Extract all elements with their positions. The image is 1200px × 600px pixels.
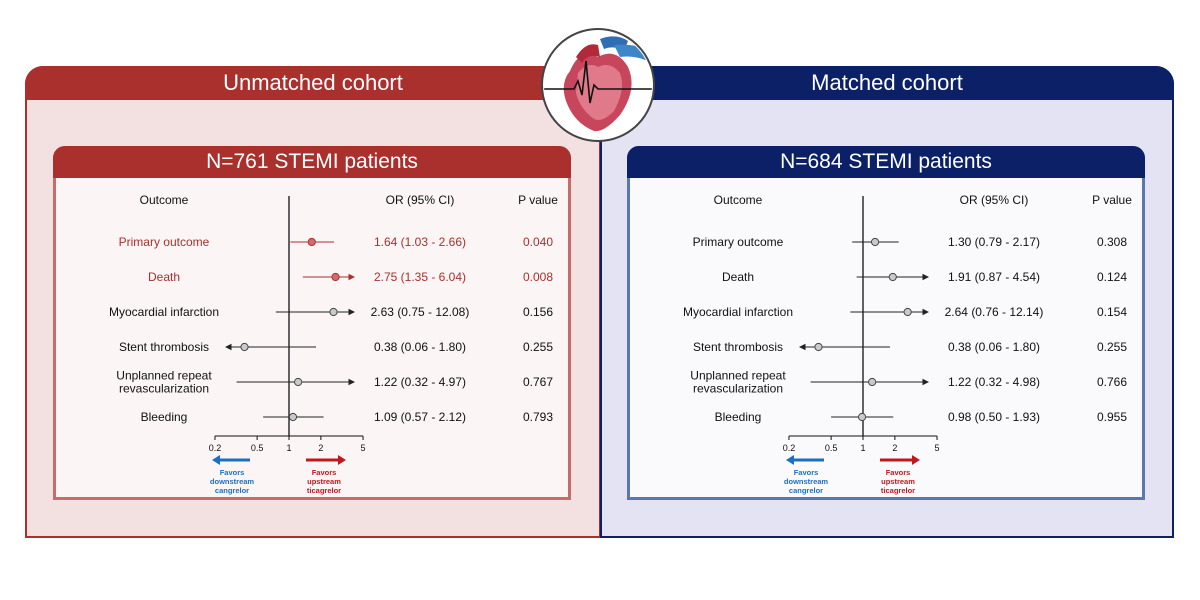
outcome-label: revascularization <box>693 382 783 396</box>
unmatched-cohort-panel: Unmatched cohort N=761 STEMI patients Ou… <box>25 66 601 538</box>
favors-left-arrow <box>786 455 824 465</box>
p-value: 0.767 <box>523 375 553 389</box>
point-estimate <box>868 377 877 387</box>
p-value: 0.124 <box>1097 270 1127 284</box>
or-ci-value: 2.63 (0.75 - 12.08) <box>371 305 470 319</box>
x-tick-label: 1 <box>860 443 865 453</box>
favors-right-arrow <box>306 455 346 465</box>
header-p-value: P value <box>518 193 558 207</box>
panel-title: Unmatched cohort <box>25 66 601 100</box>
point-estimate <box>857 412 867 422</box>
point-estimate <box>870 237 880 247</box>
p-value: 0.154 <box>1097 305 1127 319</box>
outcome-label: Death <box>148 270 180 284</box>
p-value: 0.793 <box>523 410 553 424</box>
or-ci-value: 2.75 (1.35 - 6.04) <box>374 270 466 284</box>
matched-cohort-panel: Matched cohort N=684 STEMI patients Outc… <box>600 66 1174 538</box>
p-value: 0.040 <box>523 235 553 249</box>
x-tick-label: 5 <box>935 443 940 453</box>
p-value: 0.255 <box>1097 340 1127 354</box>
favors-right-label: Favors <box>312 468 337 477</box>
heart-ecg-icon <box>541 28 655 142</box>
outcome-label: Unplanned repeat <box>116 369 212 383</box>
outcome-label: Stent thrombosis <box>693 340 783 354</box>
point-estimate <box>329 307 338 317</box>
x-tick-label: 2 <box>892 443 897 453</box>
favors-left-label: downstream <box>784 477 829 486</box>
point-estimate <box>288 412 298 422</box>
outcome-label: Primary outcome <box>119 235 210 249</box>
favors-left-label: Favors <box>220 468 245 477</box>
header-outcome: Outcome <box>140 193 189 207</box>
p-value: 0.008 <box>523 270 553 284</box>
header-p-value: P value <box>1092 193 1132 207</box>
outcome-label: Myocardial infarction <box>109 305 219 319</box>
outcome-label: Unplanned repeat <box>690 369 786 383</box>
favors-right-label: upstream <box>307 477 341 486</box>
favors-right-label: ticagrelor <box>881 486 915 495</box>
favors-left-label: cangrelor <box>215 486 249 495</box>
favors-left-label: Favors <box>794 468 819 477</box>
outcome-label: Myocardial infarction <box>683 305 793 319</box>
favors-right-arrow <box>880 455 920 465</box>
p-value: 0.308 <box>1097 235 1127 249</box>
point-estimate <box>814 342 823 352</box>
point-estimate <box>888 272 897 282</box>
or-ci-value: 1.09 (0.57 - 2.12) <box>374 410 466 424</box>
or-ci-value: 0.38 (0.06 - 1.80) <box>374 340 466 354</box>
point-estimate <box>307 237 316 247</box>
or-ci-value: 1.30 (0.79 - 2.17) <box>948 235 1040 249</box>
or-ci-value: 1.91 (0.87 - 4.54) <box>948 270 1040 284</box>
or-ci-value: 0.98 (0.50 - 1.93) <box>948 410 1040 424</box>
point-estimate <box>240 342 249 352</box>
x-tick-label: 2 <box>318 443 323 453</box>
x-tick-label: 1 <box>286 443 291 453</box>
favors-left-arrow <box>212 455 250 465</box>
x-tick-label: 0.5 <box>825 443 838 453</box>
outcome-label: Death <box>722 270 754 284</box>
favors-right-label: ticagrelor <box>307 486 341 495</box>
header-or: OR (95% CI) <box>386 193 455 207</box>
forest-plot-matched: Outcome OR (95% CI) P value Primary outcome… <box>683 193 1132 495</box>
favors-right-label: Favors <box>886 468 911 477</box>
panel-title: Matched cohort <box>600 66 1174 100</box>
point-estimate <box>294 377 303 387</box>
forest-plot-unmatched: Outcome OR (95% CI) P value Primary outcome… <box>109 193 558 495</box>
outcome-label: Primary outcome <box>693 235 784 249</box>
or-ci-value: 2.64 (0.76 - 12.14) <box>945 305 1044 319</box>
outcome-label: revascularization <box>119 382 209 396</box>
or-ci-value: 1.22 (0.32 - 4.97) <box>374 375 466 389</box>
forest-plot-card: N=684 STEMI patients Outcome OR (95% CI) P… <box>627 146 1145 500</box>
chart-title: N=761 STEMI patients <box>53 146 571 178</box>
point-estimate <box>331 272 340 282</box>
chart-title: N=684 STEMI patients <box>627 146 1145 178</box>
point-estimate <box>903 307 912 317</box>
p-value: 0.255 <box>523 340 553 354</box>
x-tick-label: 0.2 <box>783 443 796 453</box>
outcome-label: Bleeding <box>141 410 188 424</box>
forest-plot-card: N=761 STEMI patients Outcome OR (95% CI) P… <box>53 146 571 500</box>
x-tick-label: 5 <box>361 443 366 453</box>
header-or: OR (95% CI) <box>960 193 1029 207</box>
x-tick-label: 0.5 <box>251 443 264 453</box>
p-value: 0.766 <box>1097 375 1127 389</box>
p-value: 0.156 <box>523 305 553 319</box>
outcome-label: Stent thrombosis <box>119 340 209 354</box>
or-ci-value: 1.64 (1.03 - 2.66) <box>374 235 466 249</box>
outcome-label: Bleeding <box>715 410 762 424</box>
header-outcome: Outcome <box>714 193 763 207</box>
x-tick-label: 0.2 <box>209 443 222 453</box>
or-ci-value: 1.22 (0.32 - 4.98) <box>948 375 1040 389</box>
p-value: 0.955 <box>1097 410 1127 424</box>
favors-right-label: upstream <box>881 477 915 486</box>
or-ci-value: 0.38 (0.06 - 1.80) <box>948 340 1040 354</box>
favors-left-label: downstream <box>210 477 255 486</box>
favors-left-label: cangrelor <box>789 486 823 495</box>
